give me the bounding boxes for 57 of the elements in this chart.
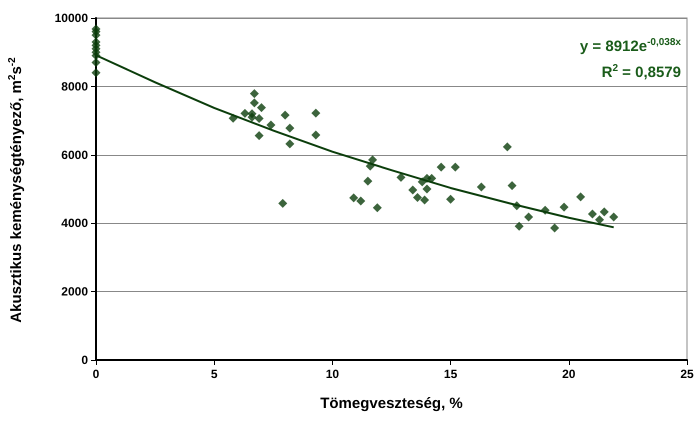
point [254,131,264,140]
point [450,162,460,172]
annotation: R$^{2}$ = 0,8579 [600,62,681,83]
point [92,68,100,78]
x-tick-label: 5 [210,367,218,381]
point [311,130,320,140]
x-tick-label: 0 [92,367,100,381]
point [372,203,382,212]
point [408,186,418,195]
point [609,212,618,222]
point [363,176,372,186]
point [349,193,358,202]
point [560,202,569,212]
y-tick-label: 0 [81,353,88,367]
x-tick-label: 25 [680,367,694,381]
y-tick-label: 2000 [61,284,88,299]
point [413,193,422,202]
point [396,172,406,182]
point [240,108,250,118]
point [368,155,378,164]
y-tick-label: 4000 [61,216,88,230]
point [476,182,486,192]
point [600,207,609,216]
y-tick-label: 8000 [61,79,88,94]
point [524,212,534,222]
point [508,181,517,190]
point [427,174,436,183]
point [576,192,586,202]
point [280,110,290,120]
point [250,98,259,108]
point [550,223,560,232]
point [311,108,320,118]
point [266,120,276,130]
point [254,114,264,124]
point [420,195,430,204]
point [446,194,456,204]
point [436,162,446,172]
y-tick-label: 6000 [61,148,88,162]
point [285,124,294,133]
point [422,184,432,194]
x-tick-label: 15 [444,367,458,381]
point [256,103,266,112]
point [250,89,259,98]
point [595,215,604,224]
point [92,58,100,67]
point [588,209,597,218]
point [285,139,294,148]
x-tick-label: 10 [326,367,340,381]
point [278,198,288,208]
y-tick-label: 10000 [54,11,88,25]
x-tick-label: 20 [562,367,576,381]
point [356,196,366,206]
point [248,112,257,122]
annotation: y = 8912e$^{-0,038x}$ [580,36,681,57]
point [514,222,524,231]
x-axis-title: Tömegveszteség, % [320,395,463,412]
point [502,142,512,152]
